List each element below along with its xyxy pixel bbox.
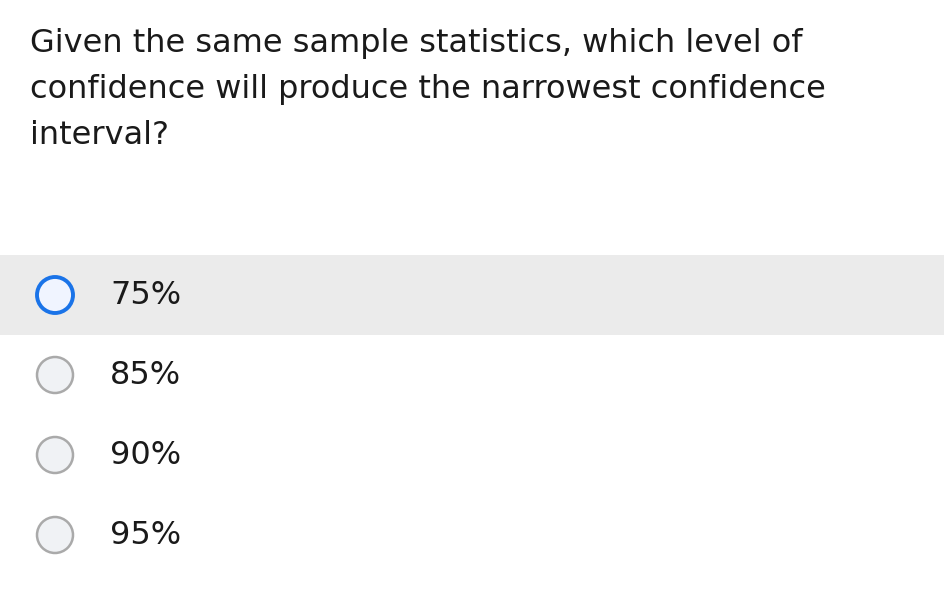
Text: 75%: 75% — [110, 280, 181, 311]
Ellipse shape — [37, 437, 73, 473]
Text: Given the same sample statistics, which level of: Given the same sample statistics, which … — [30, 28, 801, 59]
Ellipse shape — [37, 277, 73, 313]
Text: confidence will produce the narrowest confidence: confidence will produce the narrowest co… — [30, 74, 825, 105]
Ellipse shape — [37, 517, 73, 553]
Text: 95%: 95% — [110, 519, 181, 550]
Text: 90%: 90% — [110, 440, 181, 471]
Bar — [0, 255, 944, 335]
Ellipse shape — [37, 357, 73, 393]
Text: interval?: interval? — [30, 120, 169, 151]
Text: 85%: 85% — [110, 359, 181, 390]
